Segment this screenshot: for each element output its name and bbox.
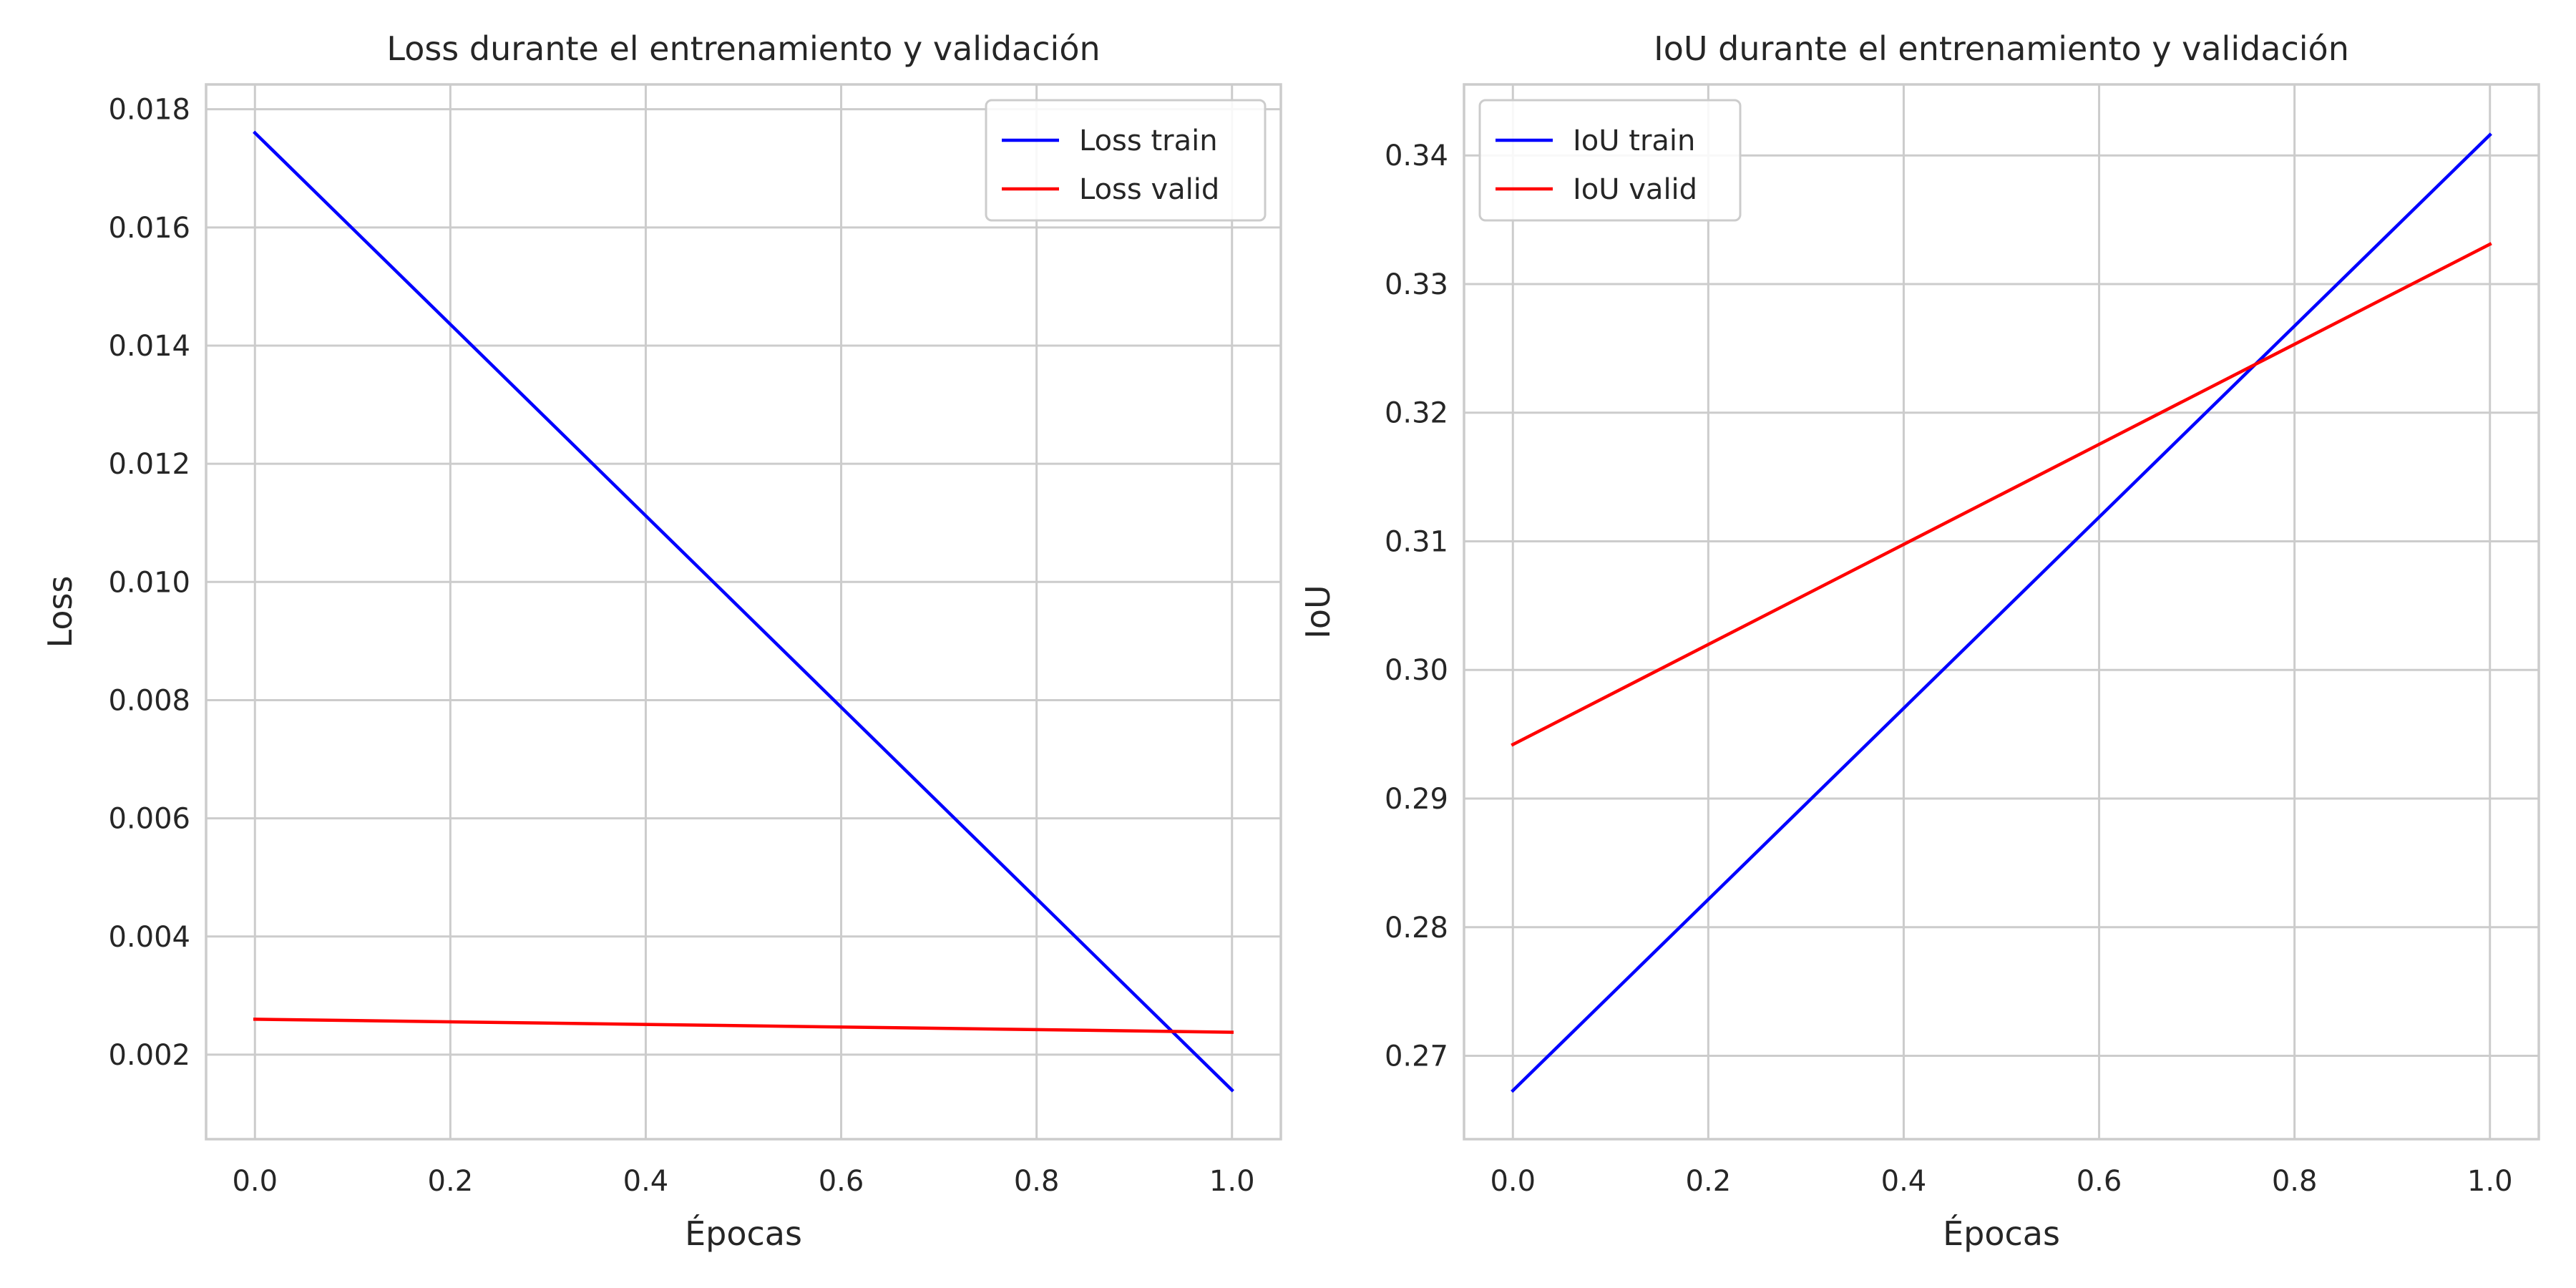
chart-title: Loss durante el entrenamiento y validaci…	[386, 29, 1100, 68]
series-line-1	[253, 130, 1234, 1093]
x-tick-label: 0.2	[428, 1165, 474, 1198]
x-tick-label: 0.8	[2272, 1165, 2318, 1198]
y-tick-label: 0.012	[108, 448, 190, 481]
x-tick-label: 1.0	[2467, 1165, 2513, 1198]
plot-frame	[205, 83, 1282, 1141]
legend-label: IoU valid	[1573, 173, 1697, 206]
y-tick-label: 0.014	[108, 330, 190, 363]
y-tick-label: 0.28	[1385, 912, 1448, 945]
legend-label: Loss train	[1079, 125, 1218, 157]
y-tick-label: 0.31	[1385, 525, 1448, 558]
y-tick-label: 0.30	[1385, 654, 1448, 687]
x-tick-label: 0.4	[1881, 1165, 1927, 1198]
y-tick-label: 0.29	[1385, 783, 1448, 816]
y-axis-label: IoU	[1299, 585, 1337, 638]
series-line-2	[253, 1018, 1234, 1034]
legend: Loss train Loss valid	[985, 99, 1267, 222]
y-axis-label: Loss	[41, 576, 79, 648]
legend-label: Loss valid	[1079, 173, 1219, 206]
x-axis-label: Épocas	[685, 1214, 802, 1253]
chart-panel-1: 0.0 0.2 0.4 0.6 0.8 1.0 0.002 0.004 0.006 0.008 0.…	[41, 29, 1282, 1253]
x-axis-label: Épocas	[1943, 1214, 2060, 1253]
x-tick-label: 0.4	[623, 1165, 669, 1198]
x-tick-label: 0.6	[819, 1165, 864, 1198]
series-line-1	[1511, 132, 2492, 1093]
y-tick-label: 0.006	[108, 803, 190, 836]
series-line-2	[1511, 242, 2492, 747]
y-tick-label: 0.018	[108, 94, 190, 127]
plot-frame	[1463, 83, 2540, 1141]
y-tick-label: 0.002	[108, 1039, 190, 1072]
y-tick-label: 0.34	[1385, 140, 1448, 172]
y-tick-label: 0.010	[108, 566, 190, 599]
y-tick-label: 0.004	[108, 921, 190, 954]
x-tick-label: 1.0	[1209, 1165, 1255, 1198]
chart-title: IoU durante el entrenamiento y validació…	[1654, 29, 2349, 68]
legend-label: IoU train	[1573, 125, 1695, 157]
y-tick-label: 0.016	[108, 212, 190, 245]
legend: IoU train IoU valid	[1478, 99, 1742, 222]
y-tick-label: 0.27	[1385, 1040, 1448, 1073]
y-tick-label: 0.008	[108, 684, 190, 717]
chart-panel-2: 0.0 0.2 0.4 0.6 0.8 1.0 0.27 0.28 0.29 0.30 0.31 0.…	[1299, 29, 2540, 1253]
x-tick-label: 0.0	[232, 1165, 278, 1198]
x-tick-label: 0.0	[1490, 1165, 1536, 1198]
x-tick-label: 0.6	[2077, 1165, 2122, 1198]
y-tick-label: 0.33	[1385, 268, 1448, 301]
y-tick-label: 0.32	[1385, 397, 1448, 430]
x-tick-label: 0.2	[1686, 1165, 1732, 1198]
x-tick-label: 0.8	[1014, 1165, 1060, 1198]
